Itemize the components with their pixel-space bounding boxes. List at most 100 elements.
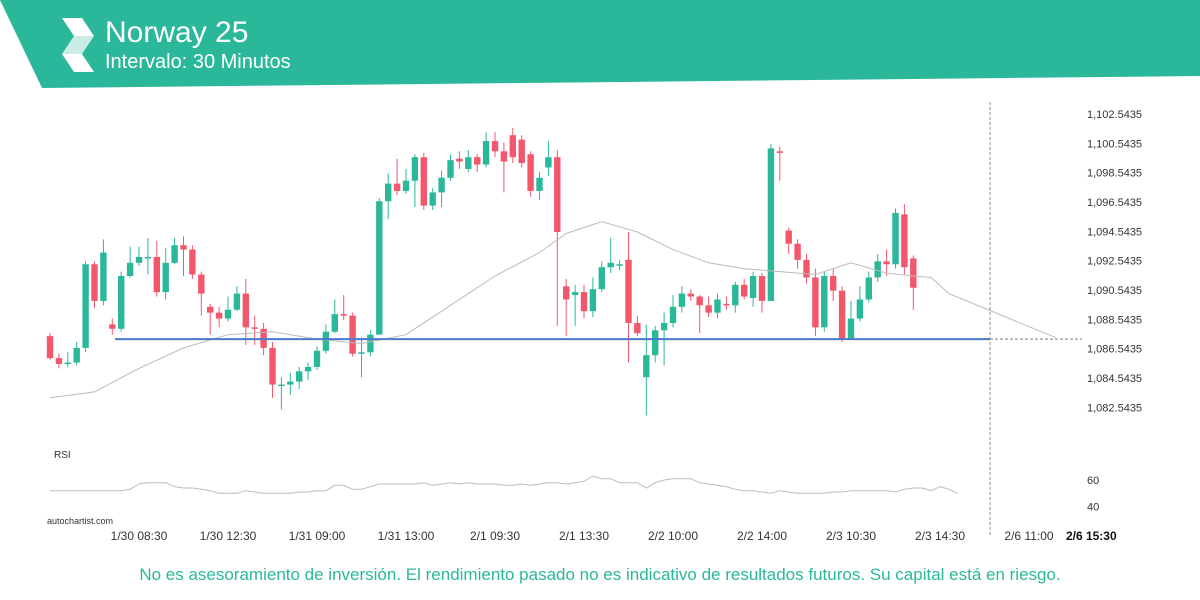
header-banner xyxy=(0,0,1200,88)
y-axis-tick-label: 1,092.5435 xyxy=(1087,256,1142,268)
candle-body xyxy=(118,276,125,329)
candle-body xyxy=(447,160,454,178)
candle-body xyxy=(331,314,338,332)
x-axis-tick-label: 2/2 10:00 xyxy=(648,529,698,543)
risk-disclaimer: No es asesoramiento de inversión. El ren… xyxy=(139,565,1061,584)
candle-body xyxy=(803,259,810,278)
candle-body xyxy=(91,264,98,301)
candle-body xyxy=(46,336,54,359)
candle-body xyxy=(313,350,321,367)
y-axis-tick-label: 1,082.5435 xyxy=(1087,402,1142,414)
candle-body xyxy=(901,214,908,268)
candle-body xyxy=(429,192,436,206)
candle-body xyxy=(171,245,178,263)
candle-body xyxy=(393,183,401,191)
candle-body xyxy=(865,277,872,300)
candle-body xyxy=(242,293,249,328)
interval-subtitle: Intervalo: 30 Minutos xyxy=(105,51,291,73)
candle-body xyxy=(536,177,543,191)
candle-body xyxy=(296,371,303,382)
rsi-tick-label: 60 xyxy=(1087,475,1099,487)
x-axis-tick-label: 2/1 13:30 xyxy=(559,529,609,543)
candle-body xyxy=(749,276,757,298)
candle-body xyxy=(785,230,792,244)
y-axis-tick-label: 1,096.5435 xyxy=(1087,197,1142,209)
candle-body xyxy=(349,315,356,354)
candle-body xyxy=(518,139,525,164)
x-axis-tick-label: 2/3 14:30 xyxy=(915,529,965,543)
candle-body xyxy=(73,347,80,363)
candle-body xyxy=(153,256,160,293)
candle-body xyxy=(207,306,214,313)
candle-body xyxy=(910,258,917,288)
candle-body xyxy=(892,212,899,265)
candle-body xyxy=(198,274,205,294)
candle-body xyxy=(509,135,516,158)
candle-body xyxy=(705,305,712,313)
y-axis-tick-label: 1,102.5435 xyxy=(1087,109,1142,121)
candle-body xyxy=(723,303,730,306)
candle-body xyxy=(482,141,490,165)
x-axis-tick-label: 2/6 15:30 xyxy=(1066,529,1117,543)
y-axis-tick-label: 1,098.5435 xyxy=(1087,168,1142,180)
autochartist-logo-icon xyxy=(62,18,94,72)
candle-body xyxy=(491,141,499,152)
candle-body xyxy=(367,334,374,353)
rsi-line xyxy=(50,475,959,494)
y-axis-tick-label: 1,084.5435 xyxy=(1087,373,1142,385)
candle-body xyxy=(100,252,107,301)
candle-body xyxy=(109,324,116,329)
candle-body xyxy=(794,243,801,260)
candle-body xyxy=(304,366,312,372)
candle-body xyxy=(830,276,837,291)
candle-body xyxy=(714,299,721,313)
candle-body xyxy=(376,201,383,335)
y-axis-tick-label: 1,100.5435 xyxy=(1087,138,1142,150)
candle-body xyxy=(55,358,63,364)
x-axis-tick-label: 1/30 12:30 xyxy=(200,529,257,543)
y-axis-tick-label: 1,088.5435 xyxy=(1087,314,1142,326)
candle-body xyxy=(322,331,330,351)
candle-body xyxy=(741,284,748,297)
candle-body xyxy=(215,312,223,319)
candle-body xyxy=(883,261,890,265)
candle-body xyxy=(767,148,775,301)
candle-body xyxy=(616,264,623,266)
header-background xyxy=(0,0,1200,88)
price-chart: 1,102.5435 1,100.5435 1,098.5435 1,096.5435… xyxy=(46,102,1142,543)
candle-body xyxy=(758,276,766,301)
candle-body xyxy=(500,151,508,162)
candle-body xyxy=(251,327,258,329)
x-axis-tick-label: 2/2 14:00 xyxy=(737,529,787,543)
moving-average-line xyxy=(49,221,1056,399)
x-axis-tick-label: 2/6 11:00 xyxy=(1004,529,1053,543)
candle-body xyxy=(687,293,694,297)
candle-body xyxy=(189,249,196,275)
candle-body xyxy=(607,262,614,268)
candle-body xyxy=(82,264,89,348)
x-axis-tick-label: 1/30 08:30 xyxy=(111,529,168,543)
watermark-text: autochartist.com xyxy=(47,516,113,526)
candle-body xyxy=(402,180,410,191)
y-axis-tick-label: 1,086.5435 xyxy=(1087,344,1142,356)
candle-body xyxy=(411,157,419,181)
candle-body xyxy=(563,286,570,300)
candle-body xyxy=(643,355,650,378)
candle-body xyxy=(162,262,169,293)
candle-body xyxy=(545,157,552,168)
candle-body xyxy=(669,306,677,323)
candle-body xyxy=(821,276,828,328)
candle-body xyxy=(847,318,855,340)
candle-body xyxy=(233,293,241,310)
candle-body xyxy=(438,177,445,193)
y-axis-tick-label: 1,094.5435 xyxy=(1087,226,1142,238)
candle-body xyxy=(456,158,463,162)
x-axis-tick-label: 1/31 09:00 xyxy=(289,529,346,543)
candle-body xyxy=(678,293,686,307)
candle-body xyxy=(776,151,783,153)
candle-body xyxy=(580,292,588,312)
candle-body xyxy=(634,322,641,334)
candle-body xyxy=(385,183,392,202)
candle-body xyxy=(598,267,605,290)
candle-body xyxy=(571,292,579,296)
